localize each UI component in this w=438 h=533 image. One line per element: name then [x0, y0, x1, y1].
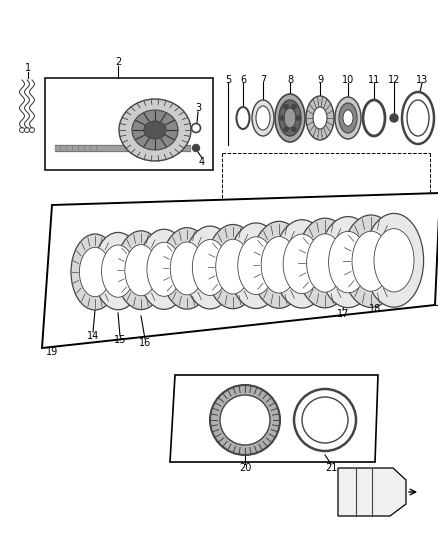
Ellipse shape [261, 237, 297, 293]
Ellipse shape [302, 397, 348, 443]
Ellipse shape [79, 247, 111, 297]
Ellipse shape [220, 395, 270, 445]
Bar [45, 78, 213, 170]
Text: 21: 21 [325, 463, 337, 473]
Ellipse shape [407, 100, 429, 136]
Ellipse shape [313, 107, 327, 129]
Text: 15: 15 [114, 335, 126, 345]
Ellipse shape [251, 221, 307, 308]
Ellipse shape [102, 245, 134, 297]
Text: 5: 5 [225, 75, 231, 85]
Ellipse shape [144, 121, 166, 139]
Ellipse shape [342, 215, 400, 308]
Ellipse shape [125, 245, 157, 296]
Ellipse shape [132, 110, 178, 150]
Ellipse shape [335, 97, 361, 139]
Text: 14: 14 [87, 331, 99, 341]
Circle shape [292, 127, 297, 132]
Text: 13: 13 [416, 75, 428, 85]
Ellipse shape [147, 243, 181, 296]
Ellipse shape [94, 232, 142, 310]
Circle shape [390, 114, 398, 122]
Ellipse shape [192, 239, 228, 295]
Ellipse shape [238, 237, 274, 295]
Text: 16: 16 [139, 338, 151, 348]
Text: 9: 9 [317, 75, 323, 85]
Text: 12: 12 [388, 75, 400, 85]
Ellipse shape [319, 216, 377, 308]
Text: 2: 2 [115, 57, 121, 67]
Text: 17: 17 [337, 309, 349, 319]
Text: 6: 6 [240, 75, 246, 85]
Ellipse shape [328, 231, 367, 293]
Ellipse shape [116, 231, 166, 310]
Ellipse shape [364, 213, 424, 307]
Text: 4: 4 [199, 157, 205, 167]
Ellipse shape [343, 110, 353, 126]
Circle shape [296, 116, 300, 120]
Ellipse shape [184, 226, 236, 309]
Text: 8: 8 [287, 75, 293, 85]
Ellipse shape [256, 106, 270, 130]
Text: 11: 11 [368, 75, 380, 85]
Ellipse shape [206, 224, 260, 309]
Ellipse shape [284, 108, 296, 128]
Ellipse shape [307, 234, 343, 292]
Ellipse shape [252, 100, 274, 136]
Circle shape [192, 144, 199, 151]
Circle shape [279, 116, 285, 120]
Text: 20: 20 [239, 463, 251, 473]
Circle shape [283, 127, 289, 132]
Ellipse shape [306, 96, 334, 140]
Ellipse shape [283, 234, 321, 294]
Ellipse shape [170, 242, 204, 295]
Ellipse shape [297, 218, 353, 308]
Ellipse shape [274, 220, 330, 308]
Text: 3: 3 [195, 103, 201, 113]
Text: 19: 19 [46, 347, 58, 357]
Ellipse shape [339, 103, 357, 133]
Ellipse shape [161, 228, 213, 309]
Polygon shape [42, 193, 438, 348]
Ellipse shape [210, 385, 280, 455]
Ellipse shape [229, 223, 283, 309]
Ellipse shape [279, 100, 301, 136]
Ellipse shape [216, 239, 250, 294]
Ellipse shape [139, 229, 189, 309]
Circle shape [283, 104, 289, 109]
Ellipse shape [352, 231, 390, 291]
Polygon shape [170, 375, 378, 462]
Text: 10: 10 [342, 75, 354, 85]
Text: 1: 1 [25, 63, 31, 73]
Ellipse shape [119, 99, 191, 161]
Text: 18: 18 [369, 304, 381, 314]
Polygon shape [338, 468, 406, 516]
Ellipse shape [374, 229, 414, 292]
Circle shape [292, 104, 297, 109]
Ellipse shape [275, 94, 305, 142]
Text: 7: 7 [260, 75, 266, 85]
Ellipse shape [71, 234, 119, 310]
